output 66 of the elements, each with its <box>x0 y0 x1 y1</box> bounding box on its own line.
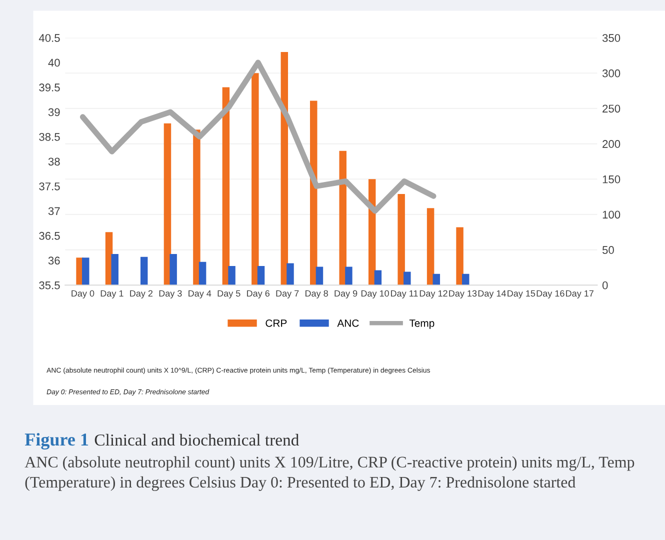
y2-tick-label: 200 <box>602 140 620 148</box>
x-tick-label: Day 12 <box>420 290 448 298</box>
bar <box>316 266 324 286</box>
x-tick-label: Day 15 <box>508 290 536 298</box>
x-tick-label: Day 9 <box>334 290 358 298</box>
bar <box>170 254 177 286</box>
x-tick-label: Day 10 <box>361 290 389 298</box>
y-tick-label: 40 <box>48 58 60 67</box>
y-tick-label: 40.5 <box>38 34 60 42</box>
y-tick-label: 39.5 <box>39 84 60 92</box>
y-tick-label: 36 <box>48 256 60 265</box>
x-tick-label: Day 14 <box>478 290 506 298</box>
bar <box>252 73 259 286</box>
bar <box>398 194 405 286</box>
bar <box>286 263 294 286</box>
x-tick-label: Day 13 <box>449 290 477 298</box>
bar <box>374 270 382 286</box>
bar <box>432 274 440 286</box>
x-tick-label: Day 17 <box>566 290 594 298</box>
bar <box>198 262 206 286</box>
bar <box>345 266 352 286</box>
bar <box>140 256 148 286</box>
bar <box>280 52 288 286</box>
bar <box>257 266 265 286</box>
y-tick-label: 37 <box>48 207 60 216</box>
x-tick-label: Day 0 <box>72 290 94 298</box>
x-tick-label: Day 7 <box>276 290 299 298</box>
text: Clinical and biochemical trend <box>94 434 299 446</box>
y-tick-label: 38.5 <box>39 132 60 141</box>
y-tick-label: 39 <box>48 108 60 116</box>
bar <box>193 130 200 286</box>
legend-label: ANC <box>337 320 359 327</box>
x-tick-label: Day 8 <box>306 290 328 298</box>
x-tick-label: Day 11 <box>391 290 418 298</box>
text: Figure 1 <box>24 432 88 450</box>
y-tick-label: 38 <box>48 158 60 166</box>
bar <box>426 208 434 286</box>
text: ANC (absolute neutrophil count) units X 109/Litre, CRP (C-reactive protein) units mg/L, Temp (Temperature) in degrees Celsius Day 0: Presented to ED, Day 7: Prednisolone started <box>24 456 634 491</box>
bar <box>456 227 464 286</box>
bar <box>462 274 470 286</box>
x-tick-label: Day 6 <box>247 290 270 298</box>
y2-tick-label: 50 <box>602 246 614 254</box>
x-tick-label: Day 16 <box>536 290 564 298</box>
x-tick-label: Day 4 <box>188 290 212 298</box>
bar <box>339 150 346 286</box>
bar <box>111 254 118 286</box>
y2-tick-label: 350 <box>602 34 620 42</box>
legend-label: CRP <box>266 320 287 327</box>
bar <box>222 87 230 286</box>
bar <box>228 266 236 286</box>
bar <box>82 258 90 286</box>
y2-tick-label: 0 <box>602 281 608 290</box>
x-tick-label: Day 1 <box>100 290 124 298</box>
y2-tick-label: 150 <box>602 175 620 184</box>
x-tick-label: Day 5 <box>218 290 240 298</box>
y-tick-label: 37.5 <box>39 182 60 190</box>
y2-tick-label: 300 <box>602 69 620 78</box>
bar <box>404 272 411 286</box>
legend-label: Temp <box>409 320 434 329</box>
y-tick-label: 35.5 <box>39 281 60 290</box>
y2-tick-label: 250 <box>602 104 620 113</box>
y-tick-label: 36.5 <box>39 232 60 240</box>
bar <box>164 123 172 286</box>
y2-tick-label: 100 <box>602 210 620 219</box>
x-tick-label: Day 2 <box>130 290 153 298</box>
x-tick-label: Day 3 <box>159 290 182 298</box>
